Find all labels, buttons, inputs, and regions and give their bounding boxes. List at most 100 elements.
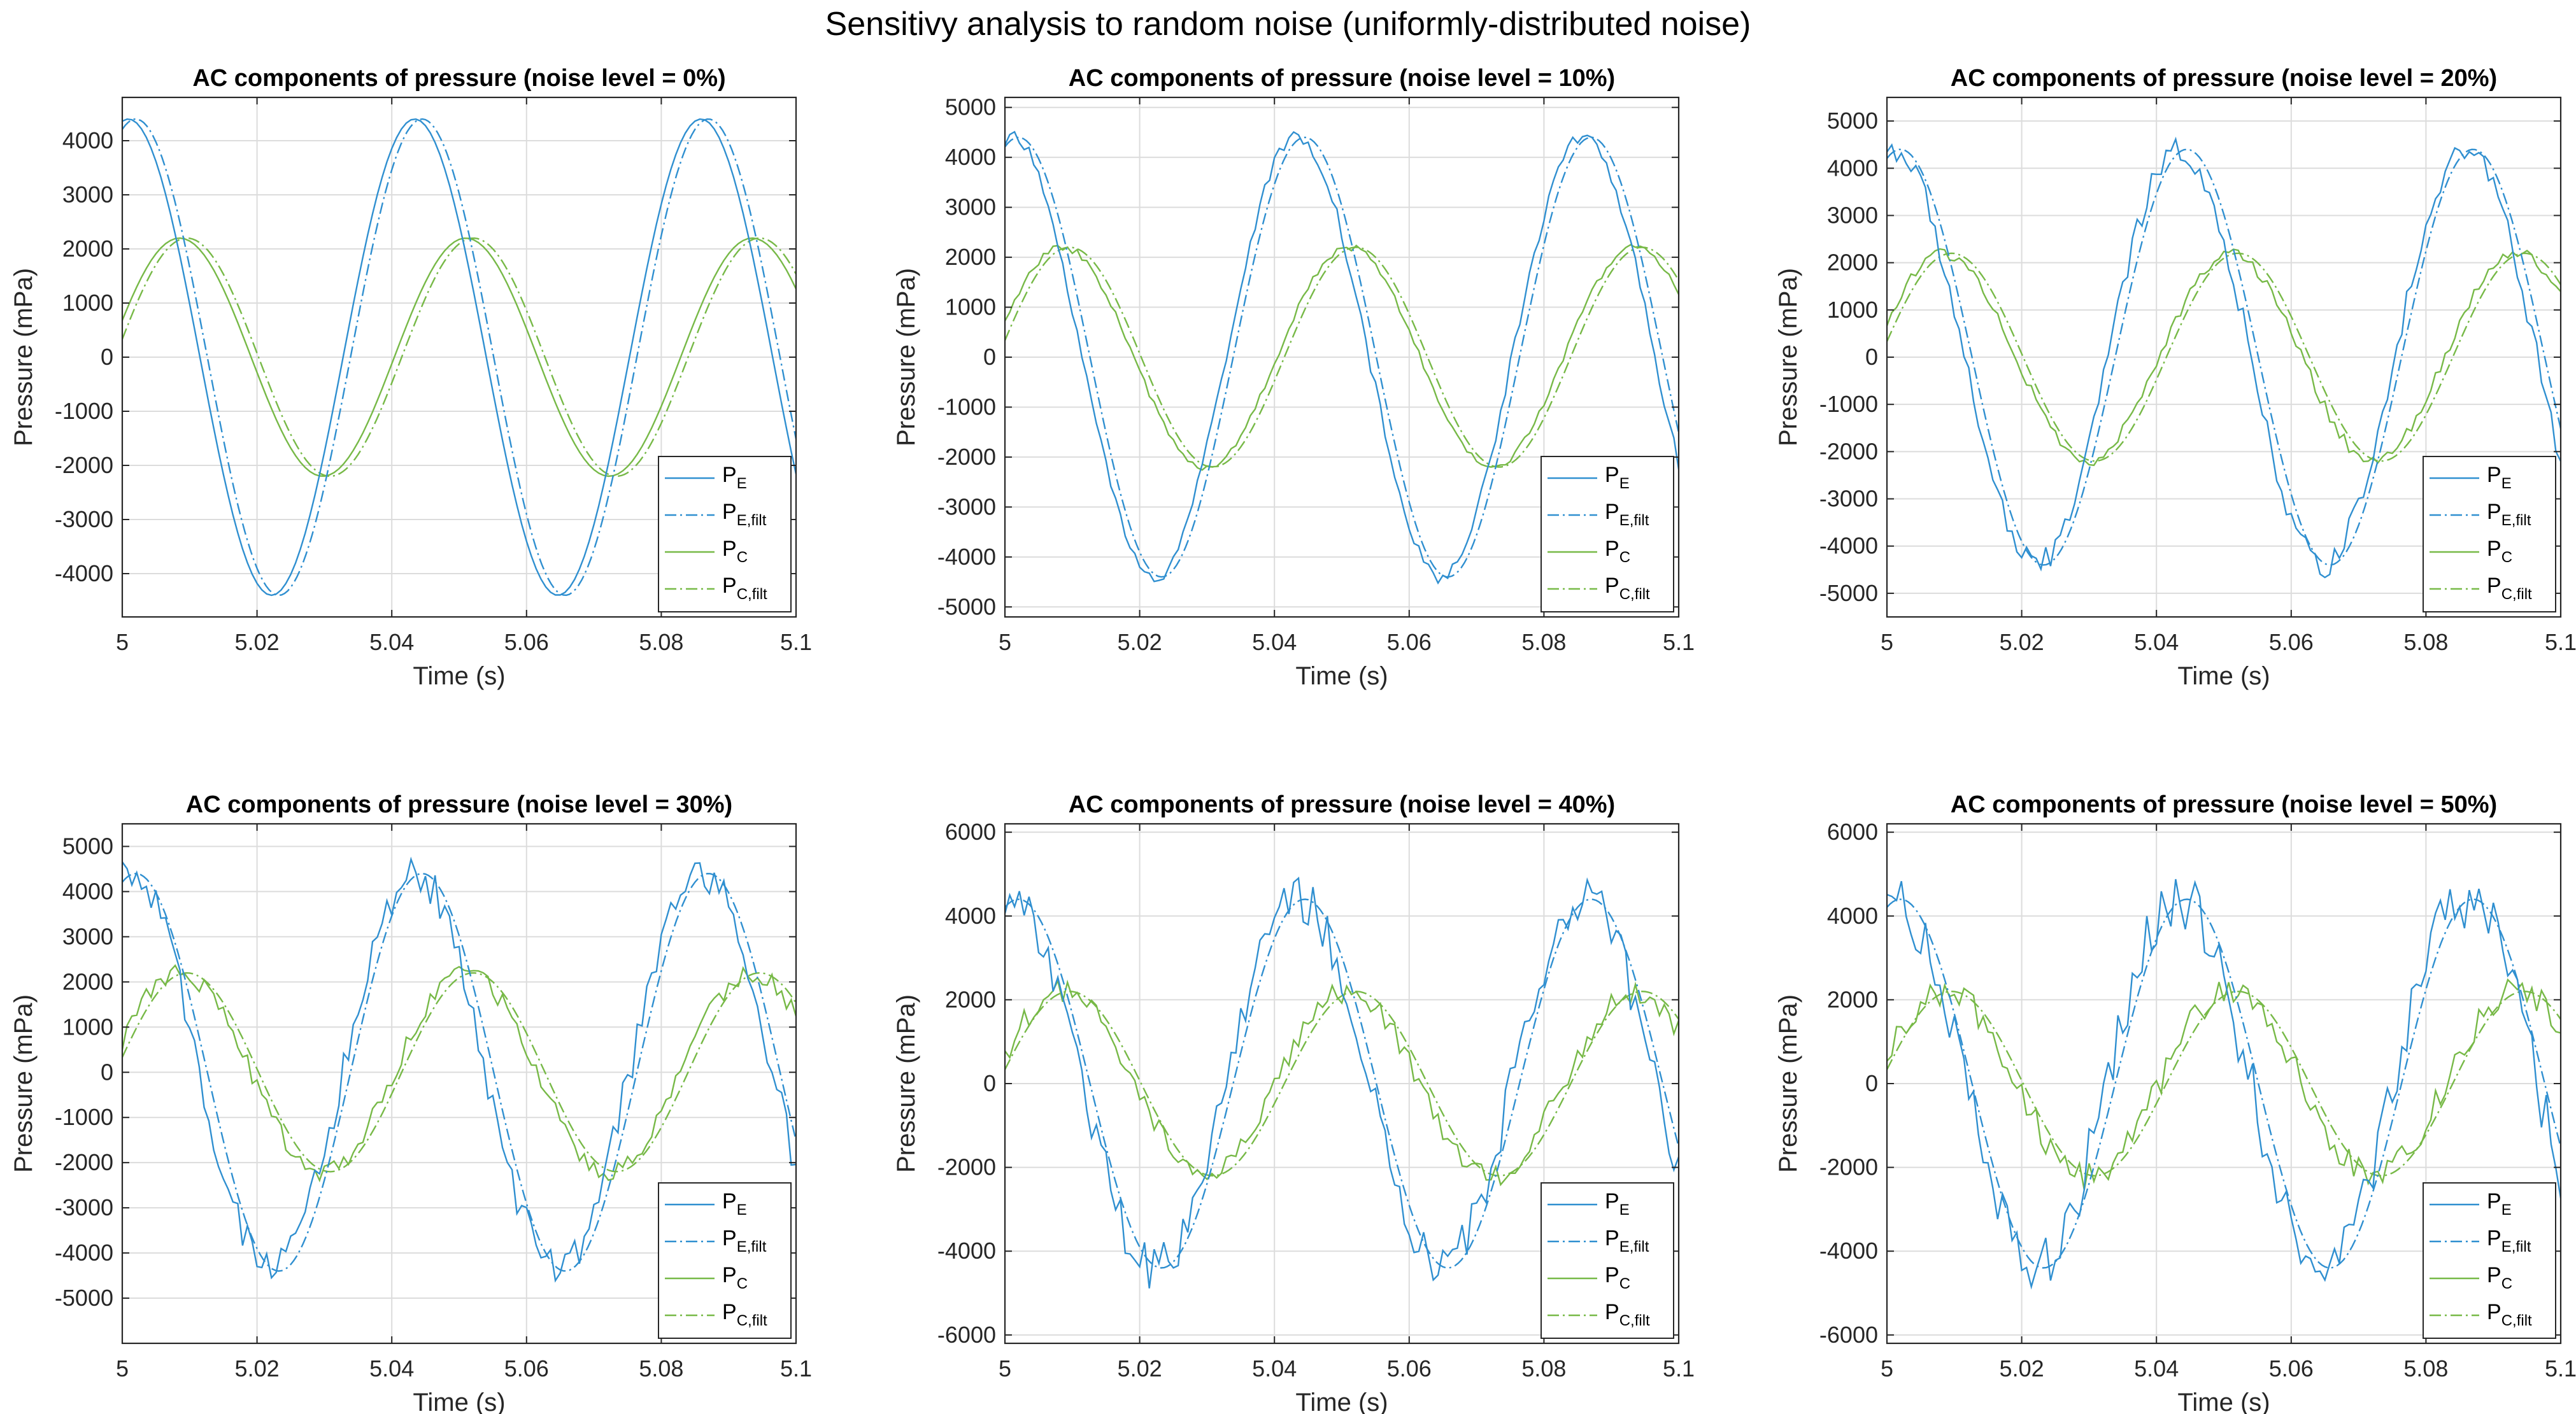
y-tick-label: 5000 — [1827, 108, 1878, 134]
x-tick-label: 5.1 — [1663, 1355, 1695, 1382]
legend-label: PC — [2487, 1263, 2512, 1292]
x-tick-label: 5.02 — [1118, 1355, 1162, 1382]
legend-box — [1541, 1182, 1674, 1339]
x-tick-label: 5 — [1881, 1355, 1893, 1382]
x-tick-label: 5.08 — [1521, 629, 1566, 655]
x-axis-label: Time (s) — [413, 662, 505, 690]
x-tick-label: 5.02 — [2000, 629, 2044, 655]
x-tick-label: 5.06 — [504, 1355, 549, 1382]
x-tick-label: 5.08 — [1521, 1355, 1566, 1382]
subplot-40: 5 5.02 5.04 5.06 5.08 5.1 -6000 -4000 -2000 0 2000… — [892, 791, 1695, 1414]
y-tick-label: 3000 — [62, 923, 113, 949]
y-axis-label: Pressure (mPa) — [10, 994, 38, 1173]
series-pc-line — [122, 964, 796, 1183]
x-tick-label: 5.1 — [2545, 1355, 2576, 1382]
x-tick-label: 5.02 — [235, 1355, 280, 1382]
series-pc-line — [1887, 978, 2561, 1191]
y-axis-label: Pressure (mPa) — [1774, 994, 1802, 1173]
y-tick-label: -3000 — [55, 506, 113, 532]
x-tick-label: 5.08 — [2403, 629, 2448, 655]
legend-label: PC — [1605, 537, 1630, 566]
legend-label: PC,filt — [2487, 574, 2532, 603]
series-group — [122, 856, 796, 1283]
y-tick-label: -2000 — [1819, 438, 1878, 464]
legend: PE PE,filt PC PC,filt — [658, 456, 792, 612]
y-tick-label: 1000 — [945, 294, 996, 320]
subplot-title: AC components of pressure (noise level =… — [186, 791, 732, 818]
legend-label: PE — [722, 463, 747, 492]
subplot-10: 5 5.02 5.04 5.06 5.08 5.1 -5000 -4000 -3000 -2000… — [892, 65, 1695, 690]
y-tick-label: -5000 — [1819, 580, 1878, 606]
y-tick-label: -6000 — [1819, 1322, 1878, 1348]
x-tick-label: 5.02 — [1118, 629, 1162, 655]
series-pe-filt-line — [122, 118, 796, 597]
x-axis-label: Time (s) — [2177, 1389, 2270, 1414]
series-pe-line — [1005, 131, 1679, 585]
y-tick-label: 4000 — [1827, 155, 1878, 181]
legend-label: PC,filt — [722, 574, 767, 603]
subplot-title: AC components of pressure (noise level =… — [1951, 65, 2497, 92]
y-tick-label: 6000 — [1827, 819, 1878, 845]
y-tick-label: 3000 — [945, 194, 996, 220]
legend: PE PE,filt PC PC,filt — [2423, 1182, 2556, 1339]
legend-label: PE — [2487, 463, 2512, 492]
series-pc-filt-line — [1005, 246, 1679, 468]
legend-label: PE — [1605, 1189, 1630, 1219]
x-tick-label: 5 — [116, 629, 129, 655]
y-tick-label: 1000 — [62, 290, 113, 316]
y-tick-label: 2000 — [1827, 986, 1878, 1012]
subplot-20: 5 5.02 5.04 5.06 5.08 5.1 -5000 -4000 -3000 -2000… — [1774, 65, 2576, 690]
legend-label: PC,filt — [2487, 1300, 2532, 1329]
x-tick-label: 5.04 — [2134, 629, 2179, 655]
y-tick-label: -4000 — [55, 560, 113, 586]
x-tick-label: 5.06 — [2269, 629, 2314, 655]
x-tick-label: 5.06 — [2269, 1355, 2314, 1382]
legend-label: PE — [2487, 1189, 2512, 1219]
series-pe-filt-line — [1887, 898, 2561, 1269]
y-tick-label: 6000 — [945, 819, 996, 845]
x-axis-label: Time (s) — [1295, 1389, 1388, 1414]
legend: PE PE,filt PC PC,filt — [1541, 1182, 1674, 1339]
legend-label: PE — [1605, 463, 1630, 492]
legend-label: PC,filt — [1605, 574, 1650, 603]
y-tick-label: -5000 — [55, 1285, 113, 1311]
subplot-title: AC components of pressure (noise level =… — [1069, 791, 1615, 818]
series-group — [1887, 879, 2561, 1290]
y-tick-label: -1000 — [937, 393, 996, 420]
x-tick-label: 5.1 — [780, 1355, 812, 1382]
y-axis-label: Pressure (mPa) — [10, 268, 38, 446]
x-tick-label: 5.02 — [235, 629, 280, 655]
legend: PE PE,filt PC PC,filt — [658, 1182, 792, 1339]
y-axis-label: Pressure (mPa) — [892, 994, 920, 1173]
x-tick-label: 5 — [116, 1355, 129, 1382]
legend-box — [2423, 1182, 2556, 1339]
legend-label: PC,filt — [722, 1300, 767, 1329]
y-tick-label: 5000 — [62, 833, 113, 859]
legend-label: PC — [722, 1263, 748, 1292]
series-pc-filt-line — [1887, 252, 2561, 462]
y-tick-label: 0 — [983, 1070, 996, 1096]
series-pe-line — [122, 856, 796, 1283]
y-tick-label: -4000 — [55, 1240, 113, 1266]
x-tick-label: 5 — [1881, 629, 1893, 655]
y-tick-label: -3000 — [1819, 486, 1878, 512]
series-pe-line — [1005, 876, 1679, 1289]
legend-box — [658, 456, 792, 612]
y-tick-label: 4000 — [945, 903, 996, 929]
series-pe-filt-line — [1005, 136, 1679, 578]
x-axis-label: Time (s) — [2177, 662, 2270, 690]
x-tick-label: 5.04 — [1252, 1355, 1297, 1382]
legend-label: PE,filt — [1605, 1226, 1649, 1255]
series-pc-filt-line — [122, 972, 796, 1173]
legend-label: PC,filt — [1605, 1300, 1650, 1329]
axes-box — [121, 823, 797, 1345]
series-pc-filt-line — [122, 237, 796, 477]
y-tick-label: -2000 — [55, 452, 113, 478]
legend-label: PE,filt — [2487, 1226, 2531, 1255]
x-tick-label: 5.02 — [2000, 1355, 2044, 1382]
y-axis-label: Pressure (mPa) — [892, 268, 920, 446]
series-group — [1887, 136, 2561, 579]
y-tick-label: 4000 — [945, 144, 996, 170]
subplot-0: 5 5.02 5.04 5.06 5.08 5.1 -4000 -3000 -2000 -1000… — [10, 65, 812, 690]
